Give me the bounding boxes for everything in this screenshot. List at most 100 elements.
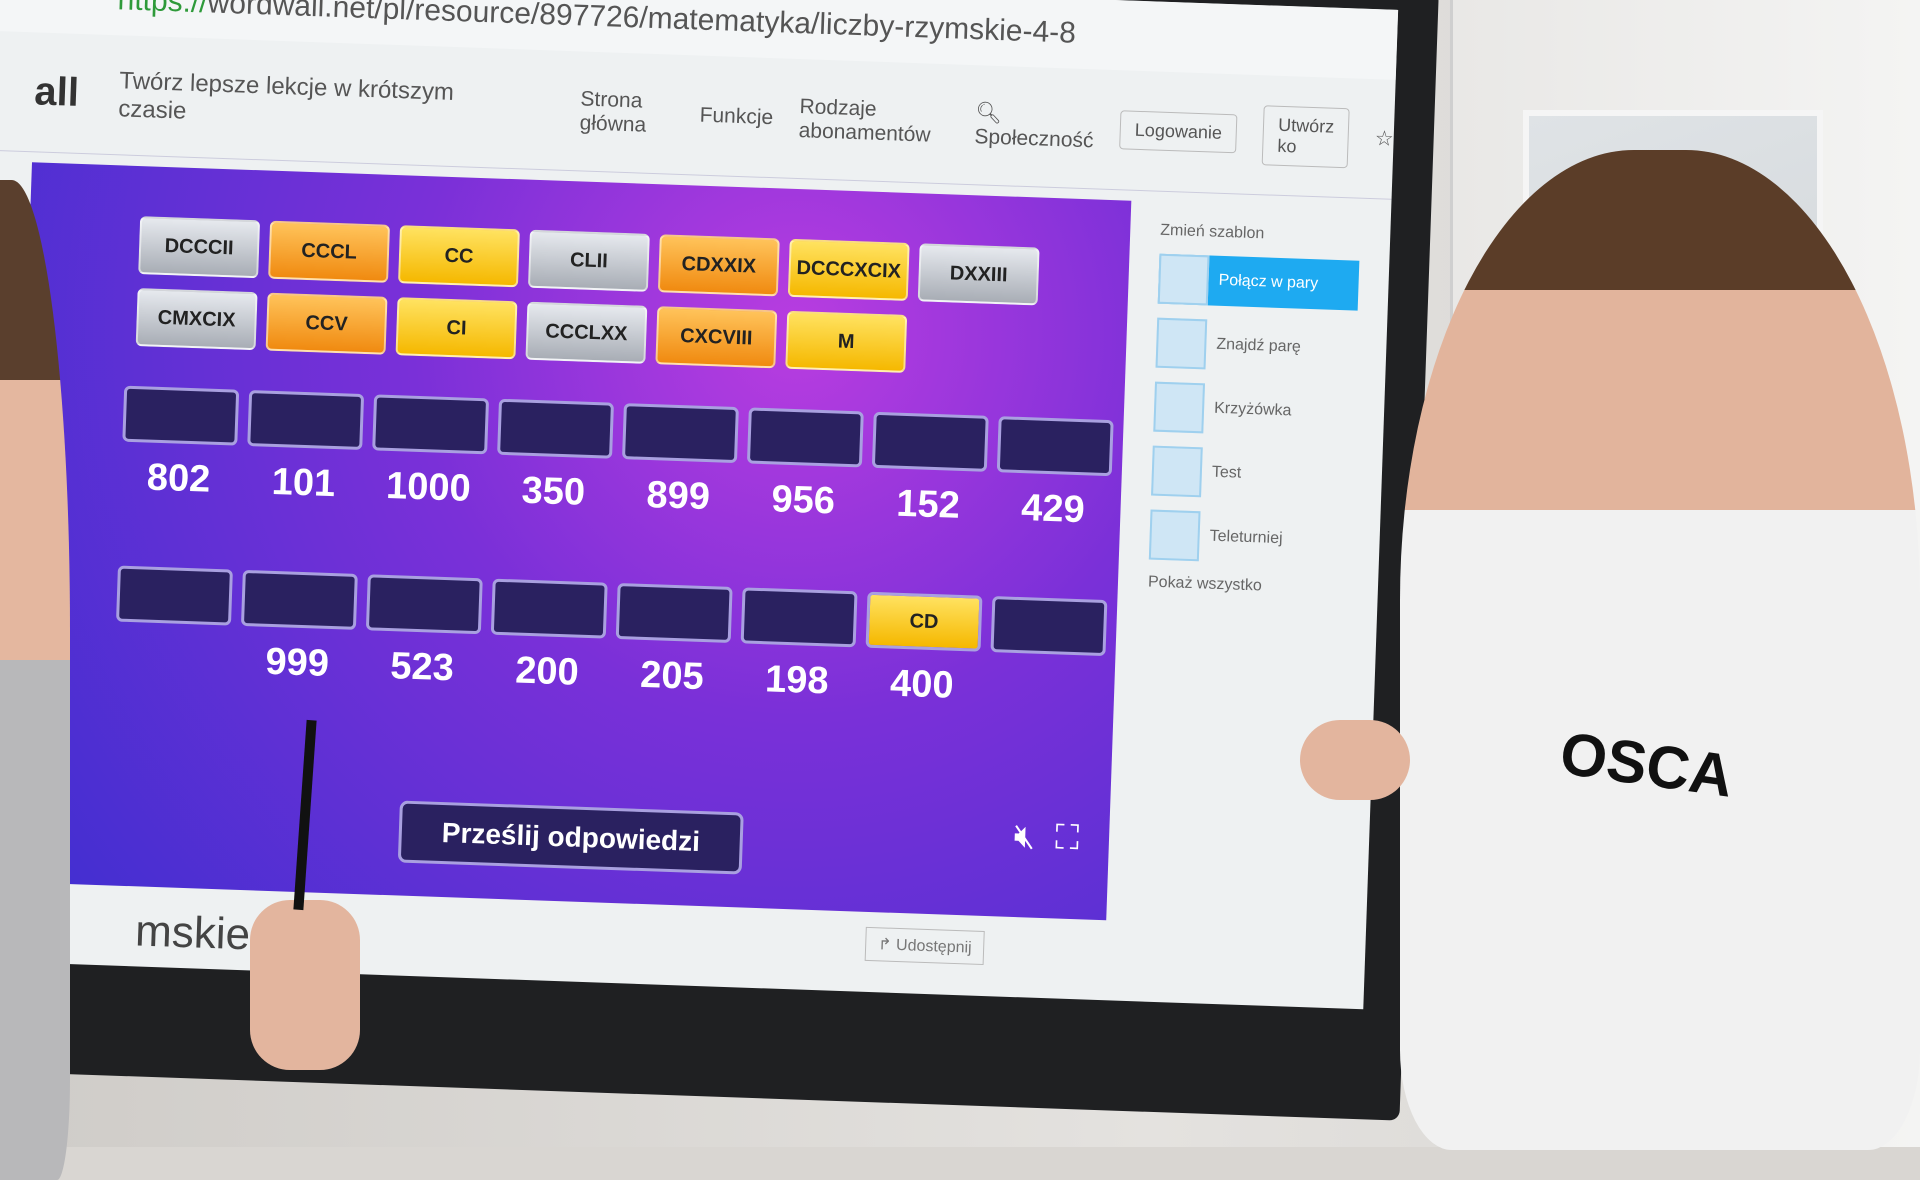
student-right <box>1400 150 1920 1150</box>
arabic-number-label: 802 <box>146 456 211 501</box>
arabic-number-label <box>114 636 230 684</box>
answer-slot[interactable] <box>490 578 608 639</box>
answer-slot[interactable] <box>740 587 858 648</box>
share-icon: ↱ <box>877 936 892 954</box>
game-controls: 🔇︎ ⛶ <box>1013 817 1080 858</box>
answer-slot[interactable] <box>497 398 614 459</box>
template-label: Połącz w pary <box>1218 271 1319 293</box>
roman-numeral-tile[interactable]: CCCLXX <box>525 301 648 364</box>
answer-slot[interactable] <box>990 596 1108 657</box>
screen: https:// wordwall.net/pl/resource/897726… <box>0 0 1399 1010</box>
hand-left <box>250 900 360 1070</box>
answer-slot[interactable] <box>372 394 490 455</box>
arabic-number-label: 200 <box>514 649 580 694</box>
hand-right <box>1300 720 1410 800</box>
roman-numeral-tile[interactable]: DXXIII <box>917 243 1040 306</box>
arabic-number-label: 152 <box>895 482 961 527</box>
answer-slot-group: 802 <box>120 385 240 504</box>
answer-slot-group: 999 <box>239 569 358 688</box>
roman-numeral-tile[interactable]: CXCVIII <box>655 306 778 369</box>
answer-slot[interactable] <box>871 411 989 472</box>
nav: Strona główna Funkcje Rodzaje abonamentó… <box>579 81 1395 169</box>
speaker-muted-icon[interactable]: 🔇︎ <box>1013 816 1036 856</box>
template-quiz[interactable]: Test <box>1151 445 1353 503</box>
roman-numeral-tile[interactable]: CDXXIX <box>657 234 780 297</box>
answer-slot[interactable] <box>622 403 739 464</box>
answer-slot[interactable] <box>122 385 240 446</box>
interactive-display: https:// wordwall.net/pl/resource/897726… <box>0 0 1439 1121</box>
answer-slot-group <box>114 565 233 684</box>
answer-slot[interactable]: CD <box>865 591 983 652</box>
answer-slot[interactable] <box>116 565 233 626</box>
roman-numeral-tile[interactable]: DCCCXCIX <box>787 238 910 301</box>
arabic-number-label: 198 <box>764 658 830 703</box>
template-label: Teleturniej <box>1209 527 1283 548</box>
arabic-number-label <box>988 666 1104 714</box>
page-title: mskie <box>134 906 251 960</box>
template-thumbnail <box>1157 253 1210 306</box>
nav-community-label: Społeczność <box>974 124 1094 152</box>
roman-numeral-tile[interactable]: M <box>785 310 908 373</box>
roman-numeral-tile[interactable]: CI <box>395 297 518 360</box>
template-sidebar: Zmień szablon Połącz w pary Znajdź parę … <box>1148 222 1361 599</box>
template-crossword[interactable]: Krzyżówka <box>1153 381 1355 439</box>
answer-slot-group: 152 <box>870 411 989 530</box>
template-thumbnail <box>1148 509 1201 562</box>
arabic-number-label: 999 <box>264 640 330 685</box>
answer-slot[interactable] <box>615 583 733 643</box>
signup-button[interactable]: Utwórz ko <box>1261 104 1350 168</box>
answer-slot[interactable] <box>996 416 1114 477</box>
answer-slot-group: 205 <box>614 583 733 701</box>
star-icon[interactable]: ☆ <box>1374 127 1395 151</box>
answer-slot-group: 429 <box>995 416 1114 534</box>
arabic-number-label: 400 <box>889 662 955 707</box>
tagline: Twórz lepsze lekcje w krótszym czasie <box>117 66 455 125</box>
answer-slot-group: 523 <box>364 574 483 692</box>
nav-community[interactable]: 🔍︎ Społeczność <box>974 101 1095 153</box>
url-scheme: https:// <box>117 0 209 20</box>
sidebar-title: Zmień szablon <box>1160 221 1265 243</box>
answer-slot[interactable] <box>240 569 358 630</box>
arabic-number-label: 205 <box>639 653 705 699</box>
answer-slot-group: 101 <box>245 390 365 508</box>
answer-slot-group: 350 <box>495 398 614 517</box>
template-label: Krzyżówka <box>1213 399 1292 420</box>
fullscreen-icon[interactable]: ⛶ <box>1054 818 1080 858</box>
template-find-pair[interactable]: Znajdź parę <box>1155 317 1358 375</box>
show-all-link[interactable]: Pokaż wszystko <box>1147 573 1263 595</box>
slot-row-2: 999 523 200 205 198 CD 400 <box>114 565 1108 714</box>
arabic-number-label: 350 <box>520 469 586 514</box>
slot-row-1: 802 101 1000 350 899 956 152 429 <box>120 385 1114 534</box>
share-label: Udostępnij <box>895 936 972 957</box>
answer-slot[interactable] <box>247 390 365 451</box>
search-icon: 🔍︎ <box>974 100 1003 125</box>
roman-numeral-tile[interactable]: CCV <box>265 292 388 355</box>
share-button[interactable]: ↱ Udostępnij <box>864 926 986 966</box>
arabic-number-label: 956 <box>770 478 836 523</box>
login-button[interactable]: Logowanie <box>1119 110 1238 154</box>
answer-slot[interactable] <box>365 574 483 635</box>
arabic-number-label: 1000 <box>385 464 472 510</box>
submit-answers-button[interactable]: Prześlij odpowiedzi <box>397 800 745 875</box>
answer-slot-group: 956 <box>745 407 864 525</box>
answer-slot[interactable] <box>746 407 864 468</box>
template-label: Znajdź parę <box>1216 335 1302 356</box>
roman-numeral-tile[interactable]: CLII <box>527 229 650 292</box>
roman-numeral-tile[interactable]: CCCL <box>268 220 391 283</box>
template-thumbnail <box>1151 445 1203 498</box>
template-match-pairs[interactable]: Połącz w pary <box>1157 253 1360 311</box>
nav-home[interactable]: Strona główna <box>579 86 647 137</box>
arabic-number-label: 101 <box>271 460 336 506</box>
nav-features[interactable]: Funkcje <box>699 103 774 129</box>
answer-slot-group: 200 <box>489 578 608 697</box>
roman-numeral-tile[interactable]: CMXCIX <box>135 288 258 351</box>
roman-numeral-tile[interactable]: CC <box>398 225 520 288</box>
logo[interactable]: all <box>33 69 80 115</box>
roman-numeral-tile[interactable]: DCCCII <box>138 216 261 279</box>
answer-slot-group: 1000 <box>370 394 490 512</box>
answer-tiles: DCCCII CCCL CC CLII CDXXIX DCCCXCIX DXXIII CMXC… <box>135 216 1040 377</box>
template-gameshow[interactable]: Teleturniej <box>1148 509 1351 567</box>
answer-slot-group: 899 <box>620 403 739 521</box>
arabic-number-label: 429 <box>1020 487 1086 532</box>
nav-plans[interactable]: Rodzaje abonamentów <box>798 94 931 147</box>
